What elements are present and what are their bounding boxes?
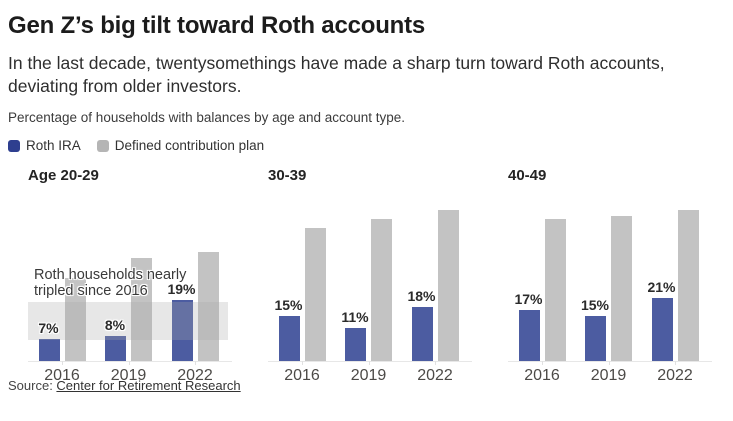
x-axis-label: 2022	[177, 367, 213, 385]
bar-value-label: 11%	[341, 308, 369, 325]
legend: Roth IRA Defined contribution plan	[8, 138, 725, 153]
dc-plan-bar	[437, 210, 459, 362]
bar-group: 15%	[581, 210, 632, 362]
panel-plot: 7% 2016 8% 2019 19% 2022 Roth households nearl…	[28, 210, 232, 384]
roth-ira-bar	[411, 306, 433, 362]
chart-description: Percentage of households with balances b…	[8, 110, 406, 126]
roth-ira-bar	[38, 338, 60, 362]
bar-group: 11%	[341, 210, 392, 362]
axis-tick	[608, 361, 610, 366]
panel-title: 30-39	[268, 167, 307, 185]
axis-tick	[675, 361, 676, 366]
roth-ira-bar	[345, 327, 366, 362]
annotation-line: tripled since 2016	[34, 283, 148, 300]
annotation-line: Roth households nearly	[34, 267, 187, 284]
dc-plan-bar	[677, 210, 699, 362]
panel-plot: 17% 2016 15% 2019 21% 2022	[508, 210, 712, 384]
legend-swatch	[8, 139, 20, 152]
bar-group: 21%	[647, 210, 699, 362]
highlight-band	[28, 302, 228, 340]
panel-plot: 15% 2016 11% 2019 18% 2022	[268, 210, 472, 384]
chart-subtitle: In the last decade, twentysomethings hav…	[8, 52, 665, 97]
x-axis-label: 2019	[110, 367, 147, 385]
x-axis-label: 2016	[524, 367, 560, 385]
chart-panels: Age 20-29 7% 2016 8% 2019 19% 2022 Roth househo…	[28, 167, 725, 384]
source-line: Source: Center for Retirement Research	[8, 378, 725, 393]
source-prefix: Source:	[8, 378, 57, 394]
legend-item: Defined contribution plan	[96, 138, 265, 154]
x-axis-label: 2019	[350, 367, 387, 385]
axis-tick	[435, 361, 436, 366]
legend-label: Roth IRA	[26, 138, 81, 154]
axis-tick	[368, 361, 370, 366]
chart-panel: 30-39 15% 2016 11% 2019 18% 2022	[268, 167, 472, 384]
roth-ira-bar	[651, 297, 673, 362]
x-axis-label: 2016	[284, 367, 320, 385]
chart-panel: Age 20-29 7% 2016 8% 2019 19% 2022 Roth househo…	[28, 167, 232, 384]
chart-panel: 40-49 17% 2016 15% 2019 21% 2022	[508, 167, 712, 384]
roth-ira-bar	[585, 315, 606, 362]
axis-tick	[542, 361, 543, 366]
bar-group: 17%	[514, 210, 566, 362]
legend-label: Defined contribution plan	[114, 138, 265, 154]
x-axis-label: 2022	[417, 367, 453, 385]
x-axis-label: 2019	[590, 367, 627, 385]
dc-plan-bar	[544, 219, 566, 362]
chart-card: Gen Z’s big tilt toward Roth accounts In…	[8, 12, 725, 393]
dc-plan-bar	[304, 228, 326, 362]
dc-plan-bar	[371, 219, 392, 362]
roth-ira-bar	[518, 309, 540, 362]
bar-group: 15%	[274, 210, 326, 362]
legend-swatch	[96, 139, 109, 152]
bar-value-label: 17%	[514, 290, 543, 307]
x-axis-label: 2022	[657, 367, 693, 385]
bar-value-label: 15%	[274, 296, 303, 313]
legend-item: Roth IRA	[8, 138, 81, 153]
dc-plan-bar	[611, 216, 632, 362]
x-axis-label: 2016	[44, 367, 80, 385]
chart-annotation: Roth households nearly tripled since 2016	[34, 267, 186, 299]
panel-title: Age 20-29	[28, 167, 99, 185]
roth-ira-bar	[278, 315, 300, 362]
panel-title: 40-49	[508, 167, 547, 185]
page-title: Gen Z’s big tilt toward Roth accounts	[8, 12, 426, 39]
bar-value-label: 15%	[580, 296, 610, 313]
bar-value-label: 18%	[407, 287, 436, 304]
bar-value-label: 21%	[647, 278, 676, 295]
bar-group: 18%	[407, 210, 459, 362]
axis-tick	[128, 361, 130, 366]
axis-tick	[62, 361, 63, 366]
axis-tick	[302, 361, 303, 366]
source-link[interactable]: Center for Retirement Research	[56, 378, 241, 394]
axis-tick	[195, 361, 196, 366]
